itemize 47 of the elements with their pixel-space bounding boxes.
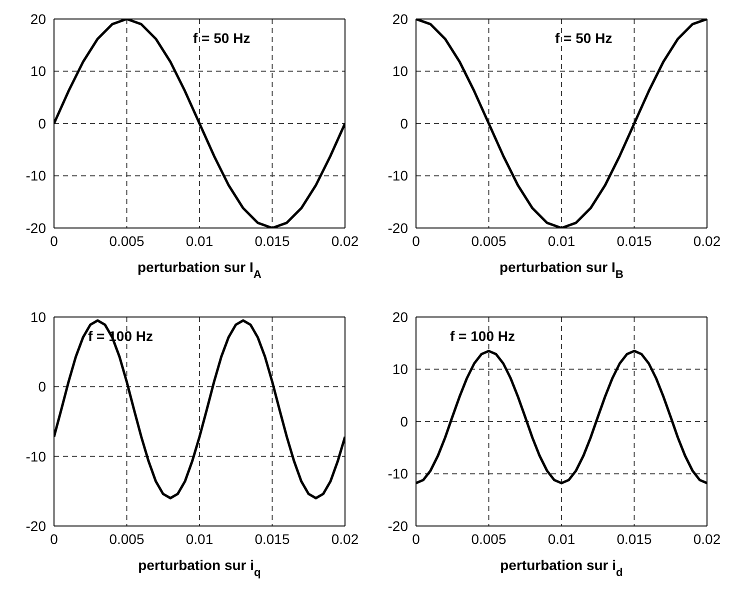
x-axis-title: perturbation sur i$_{d}$ xyxy=(500,557,624,579)
x-tick-label: 0 xyxy=(50,232,58,249)
y-tick-label: 10 xyxy=(30,308,46,325)
x-tick-label: 0.01 xyxy=(548,232,576,249)
y-tick-label: 20 xyxy=(30,10,46,27)
x-tick-label: 0.015 xyxy=(616,232,652,249)
x-tick-label: 0.02 xyxy=(693,232,721,249)
x-tick-label: 0.01 xyxy=(186,530,214,547)
y-tick-label: -10 xyxy=(388,168,408,184)
y-tick-label: 0 xyxy=(400,413,408,430)
y-tick-label: 0 xyxy=(38,115,46,132)
x-tick-label: 0.02 xyxy=(331,530,359,547)
x-tick-label: 0.005 xyxy=(109,530,144,547)
y-tick-label: -20 xyxy=(26,518,46,534)
x-tick-label: 0.015 xyxy=(616,530,652,547)
y-tick-label: -20 xyxy=(388,518,408,534)
x-tick-label: 0.005 xyxy=(109,232,144,249)
x-axis-title: perturbation sur i$_{q}$ xyxy=(138,557,262,579)
x-axis-title: perturbation sur I$_{B}$ xyxy=(500,259,624,281)
y-tick-label: 0 xyxy=(400,115,408,132)
y-tick-label: -20 xyxy=(26,220,46,236)
x-tick-label: 0.01 xyxy=(186,232,214,249)
y-tick-label: 10 xyxy=(30,63,46,80)
x-tick-label: 0 xyxy=(412,232,420,249)
x-tick-label: 0.015 xyxy=(254,232,290,249)
x-tick-label: 0.005 xyxy=(471,232,506,249)
y-tick-label: 20 xyxy=(392,308,408,325)
y-tick-label: 0 xyxy=(38,378,46,395)
line-series xyxy=(54,19,345,228)
x-tick-label: 0 xyxy=(412,530,420,547)
y-tick-label: -10 xyxy=(26,168,46,184)
y-tick-label: 10 xyxy=(392,361,408,378)
y-tick-label: -10 xyxy=(26,448,46,464)
x-tick-label: 0 xyxy=(50,530,58,547)
y-tick-label: -10 xyxy=(388,466,408,482)
x-tick-label: 0.02 xyxy=(331,232,359,249)
annotation: f = 50 Hz xyxy=(193,30,250,46)
x-tick-label: 0.02 xyxy=(693,530,721,547)
annotation: f = 100 Hz xyxy=(450,328,515,344)
x-tick-label: 0.01 xyxy=(548,530,576,547)
y-tick-label: -20 xyxy=(388,220,408,236)
x-tick-label: 0.005 xyxy=(471,530,506,547)
y-tick-label: 20 xyxy=(392,10,408,27)
annotation: f = 50 Hz xyxy=(555,30,612,46)
y-tick-label: 10 xyxy=(392,63,408,80)
x-axis-title: perturbation sur I$_{A}$ xyxy=(138,259,262,281)
x-tick-label: 0.015 xyxy=(254,530,290,547)
